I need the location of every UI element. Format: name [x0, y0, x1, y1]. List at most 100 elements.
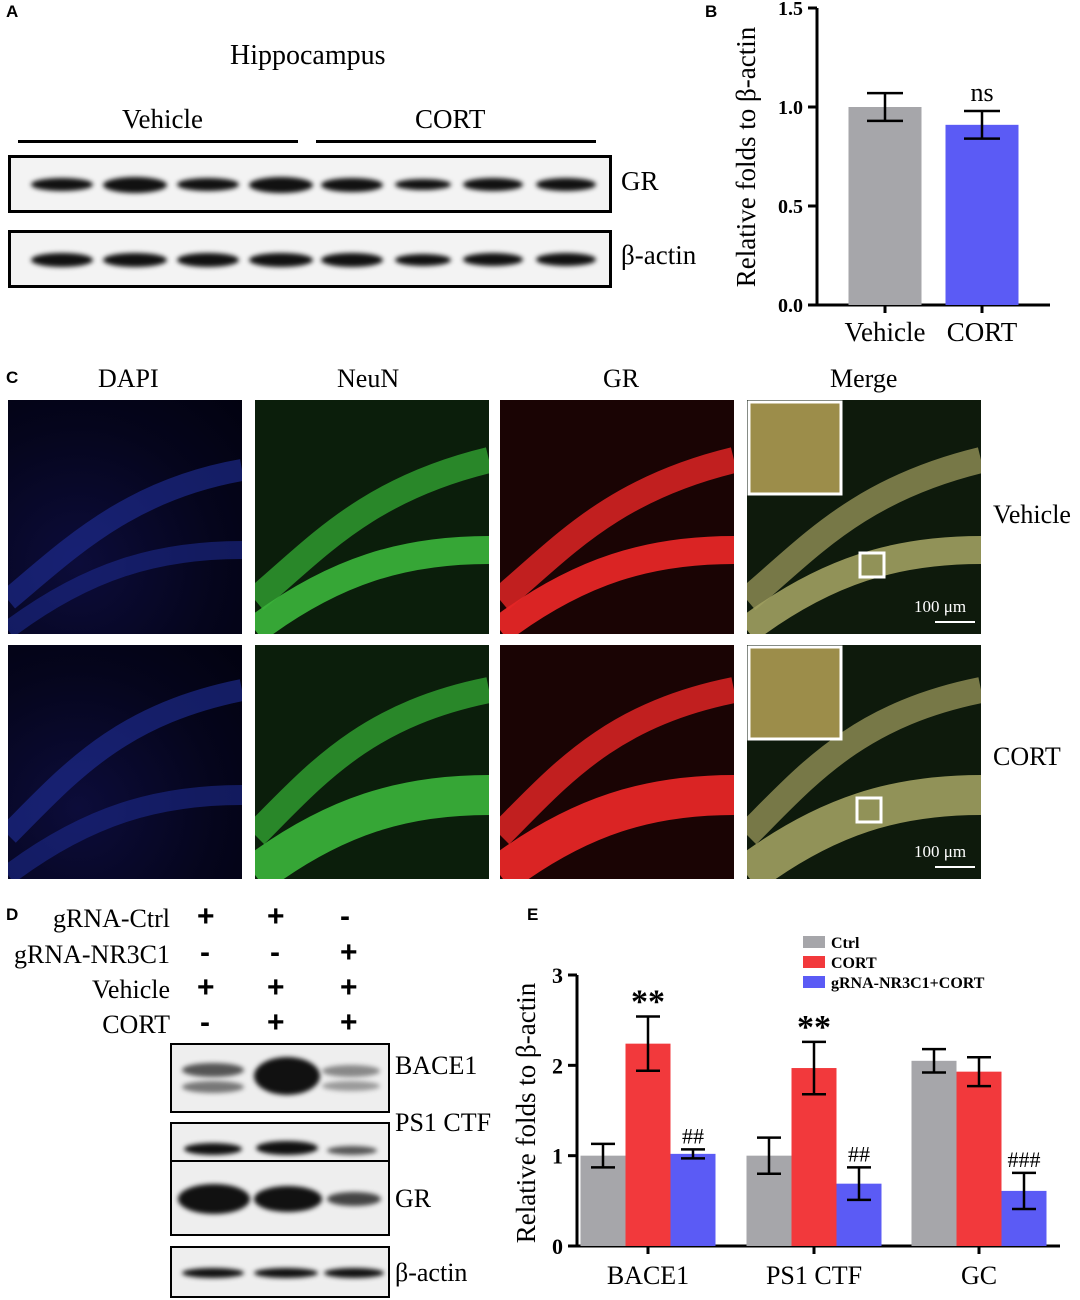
band [31, 178, 93, 191]
significance-label: ## [848, 1141, 870, 1166]
col-label-neun: NeuN [337, 364, 400, 393]
blot-a-title: Hippocampus [230, 40, 386, 71]
band [31, 253, 93, 267]
panel-label-a: A [6, 2, 19, 21]
band [182, 1063, 244, 1077]
row-label-actin-d: β-actin [395, 1258, 468, 1287]
sign: + [267, 1006, 285, 1039]
band [182, 1081, 244, 1093]
micrograph-neun-vehicle [255, 400, 489, 634]
blot-d-bace1 [170, 1043, 390, 1113]
band [463, 253, 523, 266]
y-tick-label: 3 [552, 963, 563, 988]
band [249, 177, 313, 193]
group-label-cort: CORT [415, 104, 486, 134]
col-label-merge: Merge [830, 364, 898, 393]
row-label-ps1ctf: PS1 CTF [395, 1108, 492, 1137]
micrograph-gr-vehicle [500, 400, 734, 634]
y-tick-label: 1.5 [778, 0, 803, 20]
panel-label-c: C [6, 368, 19, 387]
legend-swatch [803, 956, 825, 968]
sign: - [270, 936, 280, 969]
sign: + [197, 971, 215, 1004]
band [463, 178, 523, 191]
y-tick-label: 2 [552, 1053, 563, 1078]
legend-swatch [803, 936, 825, 948]
band [536, 253, 596, 266]
panel-label-e: E [527, 905, 539, 924]
row-label-vehicle: Vehicle [993, 500, 1071, 529]
scale-bar-label: 100 μm [914, 597, 967, 616]
micrograph-merge-cort: 100 μm [747, 645, 981, 879]
significance-label: ns [970, 78, 993, 107]
sign: - [200, 1006, 210, 1039]
sign: - [340, 900, 350, 933]
blot-d-gr [170, 1160, 390, 1236]
row-label-cort: CORT [993, 742, 1061, 771]
x-tick-label: CORT [947, 317, 1018, 347]
legend-label: gRNA-NR3C1+CORT [831, 975, 985, 992]
band [254, 1268, 318, 1278]
group-line-vehicle [18, 140, 298, 143]
significance-label: ### [1008, 1147, 1041, 1172]
col-label-dapi: DAPI [98, 364, 159, 393]
micrograph-dapi-vehicle [8, 400, 242, 634]
blot-d-actin [170, 1246, 390, 1298]
significance-label: ## [682, 1123, 704, 1148]
sign: + [267, 971, 285, 1004]
band [395, 179, 451, 190]
sign: + [197, 900, 215, 933]
band [182, 1268, 244, 1278]
sign: + [267, 900, 285, 933]
panel-label-d: D [6, 905, 19, 924]
bar-cort [625, 1043, 671, 1246]
band [321, 253, 383, 267]
band [103, 253, 167, 267]
band [178, 1184, 250, 1214]
band [249, 253, 313, 267]
blot-a-actin [8, 230, 612, 288]
band [177, 178, 239, 191]
legend-label: Ctrl [831, 935, 860, 952]
col-label-gr: GR [603, 364, 640, 393]
scale-bar-label: 100 μm [914, 842, 967, 861]
y-tick-label: 0.0 [778, 295, 803, 317]
band [327, 1192, 381, 1206]
condition-label-0: gRNA-Ctrl [53, 904, 170, 933]
row-label-actin: β-actin [621, 240, 697, 270]
band [103, 177, 167, 193]
x-tick-label: Vehicle [845, 317, 926, 347]
band [324, 1268, 384, 1278]
band [321, 178, 383, 192]
band [322, 1065, 380, 1077]
condition-label-2: Vehicle [92, 975, 170, 1004]
band [395, 254, 451, 266]
band [322, 1081, 380, 1091]
micrograph-gr-cort [500, 645, 734, 879]
band [184, 1143, 242, 1155]
bar-ctrl [580, 1155, 626, 1246]
bar-cort [945, 124, 1019, 305]
y-axis-label: Relative folds to β-actin [731, 26, 761, 287]
legend-label: CORT [831, 955, 877, 972]
sign: - [200, 936, 210, 969]
bar-cort [956, 1071, 1002, 1246]
significance-label: ** [631, 984, 665, 1021]
micrograph-merge-vehicle: 100 μm [747, 400, 981, 634]
y-tick-label: 1 [552, 1144, 563, 1169]
row-label-gr-d: GR [395, 1184, 432, 1213]
y-tick-label: 1.0 [778, 97, 803, 119]
y-tick-label: 0.5 [778, 196, 803, 218]
micrograph-dapi-cort [8, 645, 242, 879]
bar-cort [791, 1068, 837, 1246]
y-axis-label: Relative folds to β-actin [511, 982, 541, 1243]
condition-label-3: CORT [102, 1010, 170, 1039]
condition-label-1: gRNA-NR3C1 [13, 940, 170, 969]
y-tick-label: 0 [552, 1234, 563, 1259]
micrograph-neun-cort [255, 645, 489, 879]
bar-vehicle [848, 107, 922, 305]
legend-swatch [803, 976, 825, 988]
chart-e: 0 1 2 3 ** ## BACE1 ** ## PS1 CTF ### GC Ctrl CORT gRN… [511, 935, 1060, 1290]
bar-ctrl [911, 1060, 957, 1246]
blot-a-gr [8, 155, 612, 213]
